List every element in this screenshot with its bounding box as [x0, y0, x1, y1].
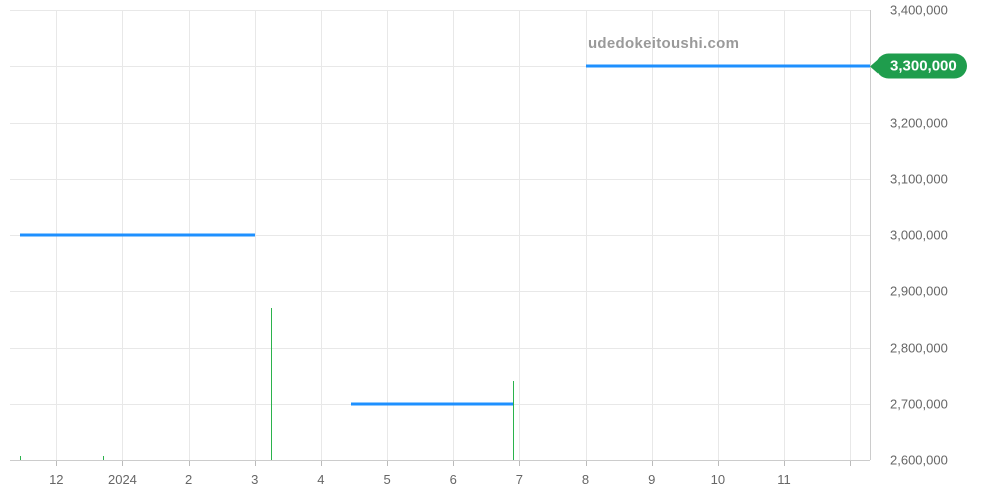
y-axis-tick-label: 2,800,000 — [890, 340, 948, 355]
gridline-vertical — [850, 10, 851, 460]
gridline-horizontal — [10, 10, 870, 11]
gridline-vertical — [321, 10, 322, 460]
x-axis-tick-label: 6 — [450, 472, 457, 487]
gridline-horizontal — [10, 123, 870, 124]
volume-spike — [513, 381, 514, 460]
x-axis-tick-label: 10 — [711, 472, 725, 487]
gridline-vertical — [453, 10, 454, 460]
y-axis-tick-label: 3,100,000 — [890, 171, 948, 186]
x-axis-tick-label: 8 — [582, 472, 589, 487]
y-axis-tick-label: 2,900,000 — [890, 284, 948, 299]
price-line-segment — [586, 65, 870, 68]
gridline-horizontal — [10, 348, 870, 349]
y-axis-tick-label: 2,700,000 — [890, 396, 948, 411]
plot-right-border — [870, 10, 871, 460]
gridline-vertical — [387, 10, 388, 460]
gridline-vertical — [255, 10, 256, 460]
gridline-vertical — [784, 10, 785, 460]
x-axis-tick-label: 5 — [383, 472, 390, 487]
gridline-vertical — [519, 10, 520, 460]
y-axis-tick-label: 2,600,000 — [890, 453, 948, 468]
current-price-badge: 3,300,000 — [876, 54, 967, 79]
x-axis-tick-label: 2024 — [108, 472, 137, 487]
price-chart: 2,600,000 2,700,000 2,800,000 2,900,000 3,00… — [0, 0, 1000, 500]
price-line-segment — [20, 234, 255, 237]
volume-spike — [271, 308, 272, 460]
gridline-vertical — [586, 10, 587, 460]
y-axis-tick-label: 3,000,000 — [890, 228, 948, 243]
x-axis-tick-label: 4 — [317, 472, 324, 487]
y-axis-tick-label: 3,400,000 — [890, 3, 948, 18]
price-line-segment — [351, 402, 513, 405]
gridline-horizontal — [10, 291, 870, 292]
gridline-horizontal — [10, 179, 870, 180]
x-axis-tick-label: 12 — [49, 472, 63, 487]
gridline-vertical — [718, 10, 719, 460]
plot-area — [10, 10, 870, 460]
x-axis-tick-label: 9 — [648, 472, 655, 487]
plot-bottom-border — [10, 460, 870, 461]
x-axis-tick-label: 7 — [516, 472, 523, 487]
watermark-text: udedokeitoushi.com — [588, 35, 739, 52]
x-axis-tick-label: 11 — [777, 472, 791, 487]
x-axis-tick-label: 2 — [185, 472, 192, 487]
x-axis-tick-label: 3 — [251, 472, 258, 487]
y-axis-tick-label: 3,200,000 — [890, 115, 948, 130]
gridline-vertical — [652, 10, 653, 460]
